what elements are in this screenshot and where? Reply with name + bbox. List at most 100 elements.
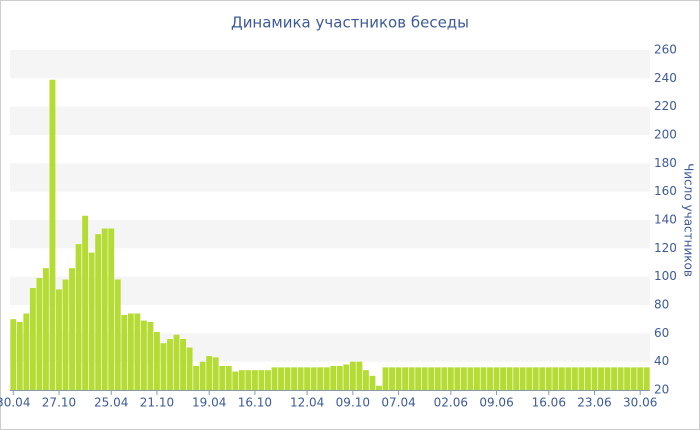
bar xyxy=(284,367,291,390)
bar xyxy=(382,367,389,390)
y-tick-label: 220 xyxy=(654,99,677,113)
bar xyxy=(591,367,598,390)
grid-band xyxy=(10,163,650,192)
grid-band xyxy=(10,106,650,135)
x-tick-label: 12.04 xyxy=(290,396,324,410)
bar xyxy=(167,339,173,390)
bar xyxy=(389,367,395,390)
chart-title: Динамика участников беседы xyxy=(231,14,469,32)
x-tick-label: 16.10 xyxy=(238,396,272,410)
bar xyxy=(10,319,17,390)
bar xyxy=(513,367,520,390)
bar xyxy=(467,367,474,390)
bar xyxy=(474,367,480,390)
bar xyxy=(376,385,382,390)
bar xyxy=(434,367,441,390)
bar xyxy=(500,367,506,390)
x-tick-label: 19.04 xyxy=(192,396,226,410)
bar xyxy=(428,367,435,390)
x-tick-label: 07.04 xyxy=(381,396,415,410)
bar xyxy=(519,367,526,390)
bar xyxy=(330,365,337,390)
bar xyxy=(310,367,317,390)
bar xyxy=(565,367,572,390)
bar xyxy=(611,367,618,390)
bar xyxy=(402,367,409,390)
bar xyxy=(323,367,330,390)
bar xyxy=(317,367,324,390)
bar xyxy=(186,347,193,390)
bar xyxy=(121,314,128,390)
bar xyxy=(134,313,141,390)
x-tick-label: 16.06 xyxy=(532,396,566,410)
bar xyxy=(245,370,252,390)
bar xyxy=(343,364,350,390)
bar xyxy=(604,367,611,390)
bar xyxy=(206,356,213,390)
y-tick-label: 80 xyxy=(654,298,669,312)
bar xyxy=(82,215,89,390)
bar xyxy=(108,228,115,390)
bar xyxy=(265,370,271,390)
bar xyxy=(421,367,428,390)
bar xyxy=(160,343,167,390)
bar xyxy=(637,367,644,390)
bar xyxy=(487,367,493,390)
bar xyxy=(447,367,454,390)
bar xyxy=(624,367,631,390)
bar xyxy=(140,320,147,390)
bar xyxy=(154,331,160,390)
bar xyxy=(114,279,121,390)
grid-band xyxy=(10,50,650,79)
x-tick-label: 30.04 xyxy=(0,396,30,410)
bar xyxy=(42,268,49,390)
bar xyxy=(369,375,376,390)
bar xyxy=(545,367,552,390)
bar xyxy=(578,367,585,390)
y-tick-label: 200 xyxy=(654,128,677,142)
bar xyxy=(173,334,180,390)
bar xyxy=(75,244,82,390)
bar xyxy=(212,357,219,390)
bar xyxy=(199,361,206,390)
bar xyxy=(539,367,546,390)
y-tick-label: 40 xyxy=(654,354,669,368)
bar xyxy=(552,367,559,390)
x-tick-label: 30.06 xyxy=(623,396,657,410)
bar xyxy=(62,279,69,390)
bar xyxy=(598,367,604,390)
bar xyxy=(29,288,36,390)
bar xyxy=(336,365,343,390)
bar xyxy=(558,367,565,390)
bar xyxy=(23,313,30,390)
bar xyxy=(356,361,363,390)
x-tick-label: 09.10 xyxy=(336,396,370,410)
bar xyxy=(395,367,402,390)
y-tick-label: 20 xyxy=(654,383,669,397)
bar xyxy=(297,367,304,390)
bar xyxy=(180,339,186,390)
bar xyxy=(147,322,154,390)
bar xyxy=(95,234,102,390)
x-tick-label: 21.10 xyxy=(140,396,174,410)
bar xyxy=(617,367,624,390)
bar xyxy=(127,313,134,390)
bar xyxy=(219,365,226,390)
bar xyxy=(415,367,422,390)
bar xyxy=(193,365,200,390)
bar xyxy=(36,278,43,390)
bar xyxy=(454,367,461,390)
y-tick-label: 180 xyxy=(654,156,677,170)
bar xyxy=(532,367,539,390)
bar xyxy=(304,367,311,390)
bar xyxy=(291,367,298,390)
bar xyxy=(643,367,650,390)
bar xyxy=(232,371,239,390)
x-tick-label: 25.04 xyxy=(94,396,128,410)
y-tick-label: 160 xyxy=(654,184,677,198)
bar xyxy=(630,367,637,390)
bar xyxy=(88,252,95,390)
x-tick-label: 09.06 xyxy=(479,396,513,410)
y-axis-title: Число участников xyxy=(682,163,696,277)
